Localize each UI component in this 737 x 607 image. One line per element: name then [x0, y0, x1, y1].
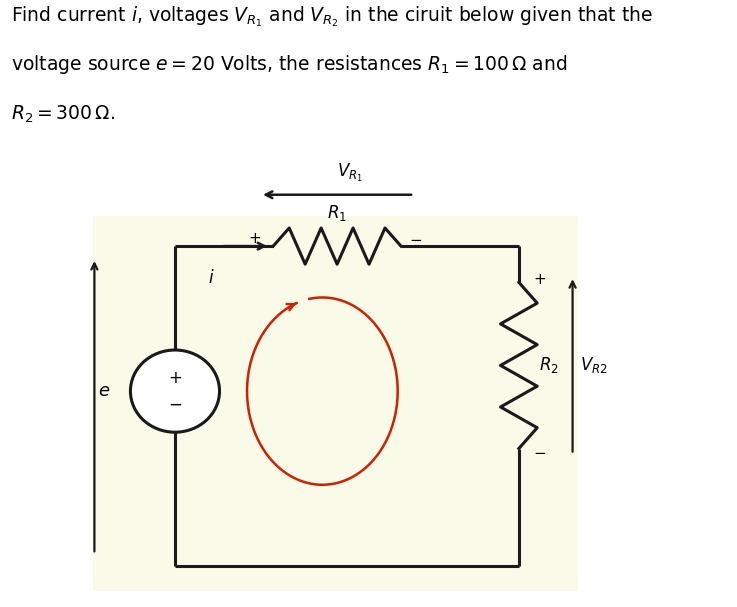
Text: voltage source $e = 20$ Volts, the resistances $R_1 = 100\,\Omega$ and: voltage source $e = 20$ Volts, the resis… — [11, 53, 567, 76]
Circle shape — [130, 350, 220, 432]
Text: −: − — [168, 395, 182, 413]
Text: +: + — [168, 369, 182, 387]
Text: $V_{R_1}$: $V_{R_1}$ — [338, 161, 363, 184]
Text: $+$: $+$ — [534, 272, 546, 287]
Text: $-$: $-$ — [534, 444, 546, 459]
Text: $R_2$: $R_2$ — [539, 356, 559, 376]
Text: $R_2 = 300\,\Omega$.: $R_2 = 300\,\Omega$. — [11, 104, 115, 126]
Text: $-$: $-$ — [409, 231, 422, 246]
Text: $i$: $i$ — [208, 269, 214, 287]
Text: $V_{R2}$: $V_{R2}$ — [581, 356, 608, 376]
Text: $e$: $e$ — [99, 382, 111, 400]
Text: $R_1$: $R_1$ — [327, 203, 347, 223]
FancyBboxPatch shape — [93, 216, 578, 591]
Text: Find current $i$, voltages $V_{R_1}$ and $V_{R_2}$ in the ciruit below given tha: Find current $i$, voltages $V_{R_1}$ and… — [11, 4, 653, 29]
Text: $+$: $+$ — [248, 231, 262, 246]
